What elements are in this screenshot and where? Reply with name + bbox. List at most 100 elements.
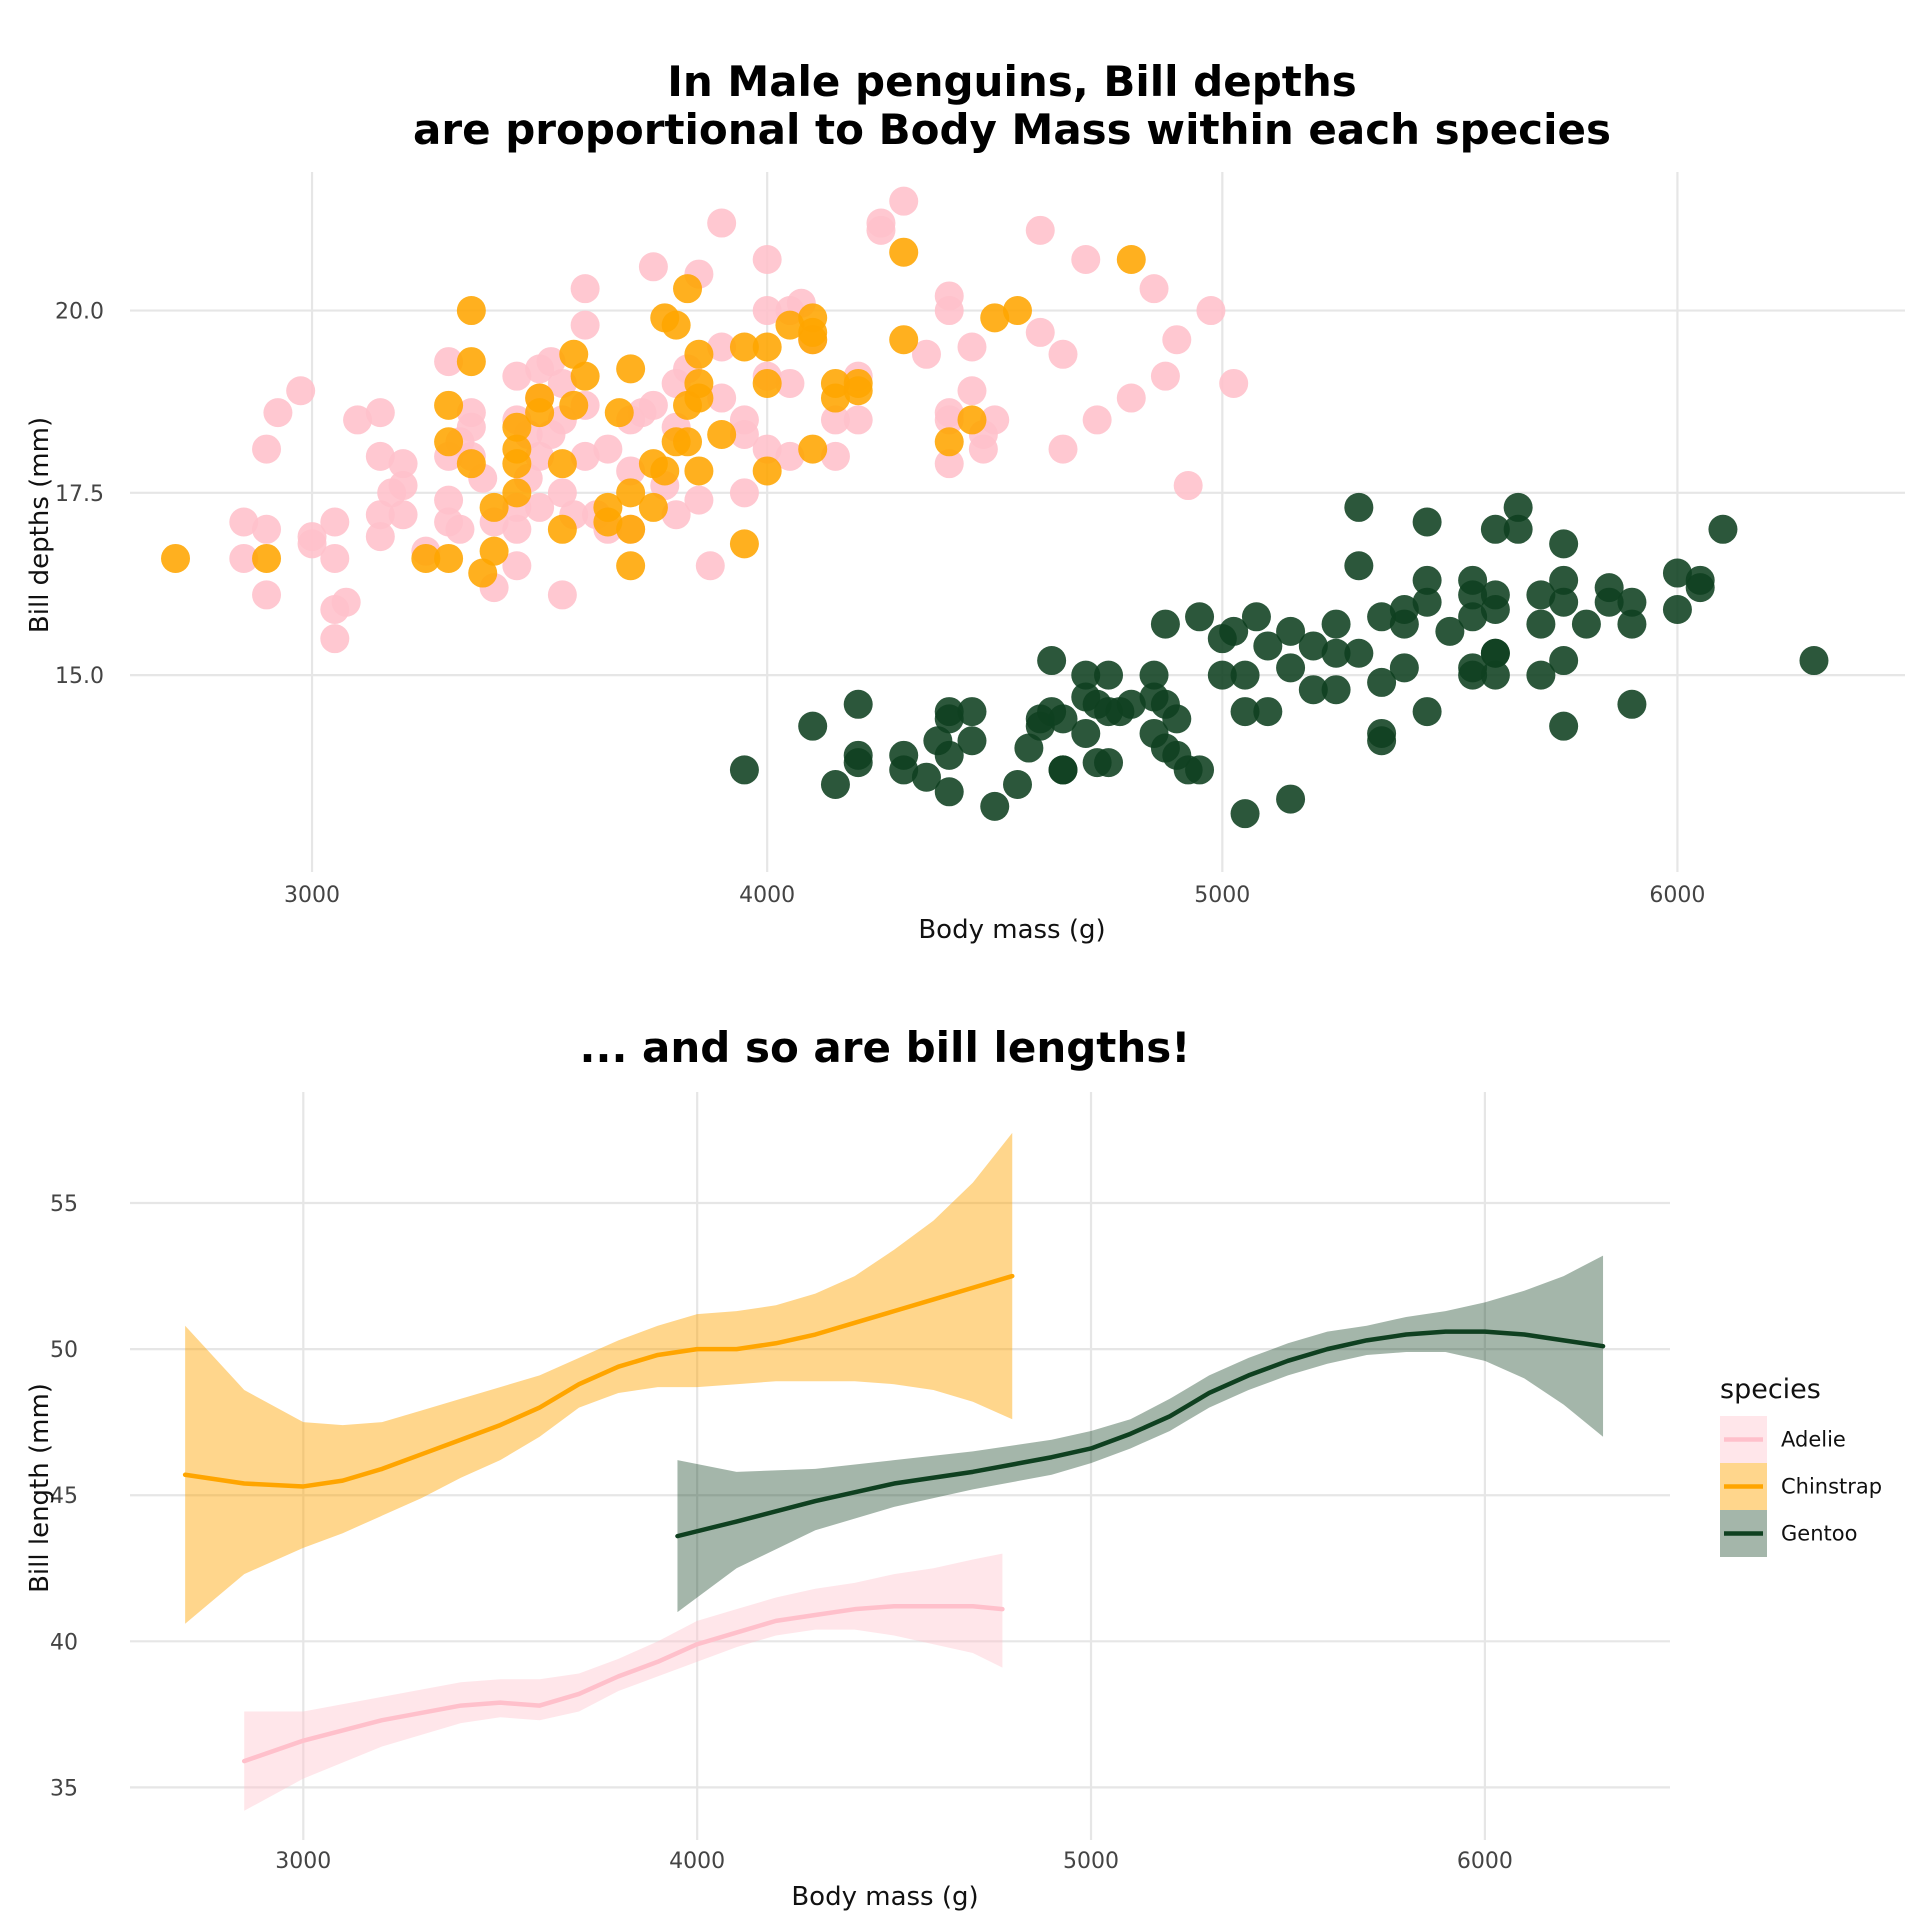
scatter-point [775, 310, 805, 340]
y-tick-label: 20.0 [55, 300, 104, 325]
scatter-point [1412, 507, 1442, 537]
scatter-point [1150, 609, 1180, 639]
scatter-point [456, 347, 486, 377]
scatter-point [547, 368, 577, 398]
scatter-point [502, 449, 532, 479]
y-tick-label: 35 [50, 1776, 78, 1801]
y-tick-label: 17.5 [55, 482, 104, 507]
legend-title: species [1720, 1374, 1821, 1405]
scatter-point [752, 456, 782, 486]
scatter-point [1503, 492, 1533, 522]
scatter-point [752, 368, 782, 398]
legend: species Adelie Chinstrap Gentoo [1720, 1374, 1882, 1557]
scatter-point [604, 398, 634, 428]
scatter-point [525, 441, 555, 471]
x-tick-label: 6000 [1649, 883, 1705, 908]
scatter-point [1662, 558, 1692, 588]
scatter-point [1503, 514, 1533, 544]
x-tick-label: 4000 [739, 883, 795, 908]
scatter-point [229, 543, 259, 573]
scatter-point [729, 332, 759, 362]
scatter-point [934, 296, 964, 326]
scatter-point [229, 507, 259, 537]
scatter-point [1344, 551, 1374, 581]
scatter-point [1071, 718, 1101, 748]
scatter-point [1662, 595, 1692, 624]
scatter-point [1162, 704, 1192, 734]
x-axis-ticks: 3000 4000 5000 6000 [284, 883, 1705, 908]
scatter-point [1412, 587, 1442, 617]
scatter-point [570, 441, 600, 471]
scatter-point [934, 704, 964, 734]
scatter-point [684, 368, 714, 398]
scatter-point [752, 245, 782, 274]
scatter-point [547, 449, 577, 479]
chart-title: ... and so are bill lengths! [580, 1023, 1191, 1072]
scatter-point [1321, 609, 1351, 639]
scatter-point [889, 186, 919, 216]
scatter-point [650, 456, 680, 486]
scatter-point [1230, 660, 1260, 690]
scatter-point [536, 347, 566, 377]
scatter-point [1435, 616, 1465, 646]
legend-label-chinstrap: Chinstrap [1781, 1475, 1882, 1499]
scatter-point [434, 485, 464, 515]
x-tick-label: 3000 [275, 1849, 331, 1874]
scatter-point [934, 777, 964, 807]
scatter-point [661, 310, 691, 340]
scatter-point [1071, 660, 1101, 690]
scatter-point [411, 543, 441, 573]
scatter-point [434, 543, 464, 573]
scatter-point [729, 755, 759, 785]
x-axis-ticks: 3000 4000 5000 6000 [275, 1849, 1513, 1874]
scatter-point [707, 383, 737, 413]
scatter-point [673, 274, 703, 304]
smooth-line-gentoo [675, 1329, 1606, 1539]
scatter-point [968, 434, 998, 464]
bill-depth-scatter-chart: In Male penguins, Bill depths are propor… [25, 57, 1905, 945]
x-tick-label: 6000 [1457, 1849, 1513, 1874]
scatter-point [889, 325, 919, 355]
scatter-point [1048, 339, 1078, 369]
scatter-point [729, 529, 759, 559]
scatter-point [820, 405, 850, 435]
scatter-point [616, 551, 646, 581]
scatter-point [525, 492, 555, 522]
legend-label-adelie: Adelie [1781, 1428, 1846, 1452]
scatter-point [525, 398, 555, 428]
scatter-point [843, 376, 873, 406]
scatter-point [707, 420, 737, 449]
scatter-point [570, 274, 600, 304]
scatter-point [707, 208, 737, 238]
scatter-point [1367, 667, 1397, 697]
scatter-point [434, 347, 464, 377]
scatter-point [957, 405, 987, 435]
scatter-point [1617, 689, 1647, 719]
scatter-point [843, 689, 873, 719]
scatter-point [820, 441, 850, 471]
scatter-point [820, 770, 850, 799]
scatter-point [957, 726, 987, 756]
scatter-point [638, 252, 668, 282]
bill-length-smooth-chart: ... and so are bill lengths! 3000 4000 500… [25, 1023, 1882, 1912]
scatter-point [388, 471, 418, 501]
scatter-point [434, 390, 464, 420]
scatter-point [889, 237, 919, 267]
y-axis-ticks: 15.0 17.5 20.0 [55, 300, 104, 690]
scatter-point [1594, 587, 1624, 617]
scatter-point [1025, 317, 1055, 347]
scatter-point [547, 580, 577, 610]
scatter-point [1298, 675, 1328, 705]
y-tick-label: 15.0 [55, 664, 104, 689]
scatter-point [729, 478, 759, 508]
scatter-point [559, 390, 589, 420]
scatter-point [889, 755, 919, 785]
scatter-point [684, 339, 714, 369]
scatter-point [1549, 711, 1579, 741]
scatter-point [752, 434, 782, 464]
confidence-band-gentoo [677, 1255, 1604, 1613]
scatter-point [775, 368, 805, 398]
scatter-point [616, 514, 646, 544]
scatter-point [673, 427, 703, 457]
scatter-point [980, 791, 1010, 821]
